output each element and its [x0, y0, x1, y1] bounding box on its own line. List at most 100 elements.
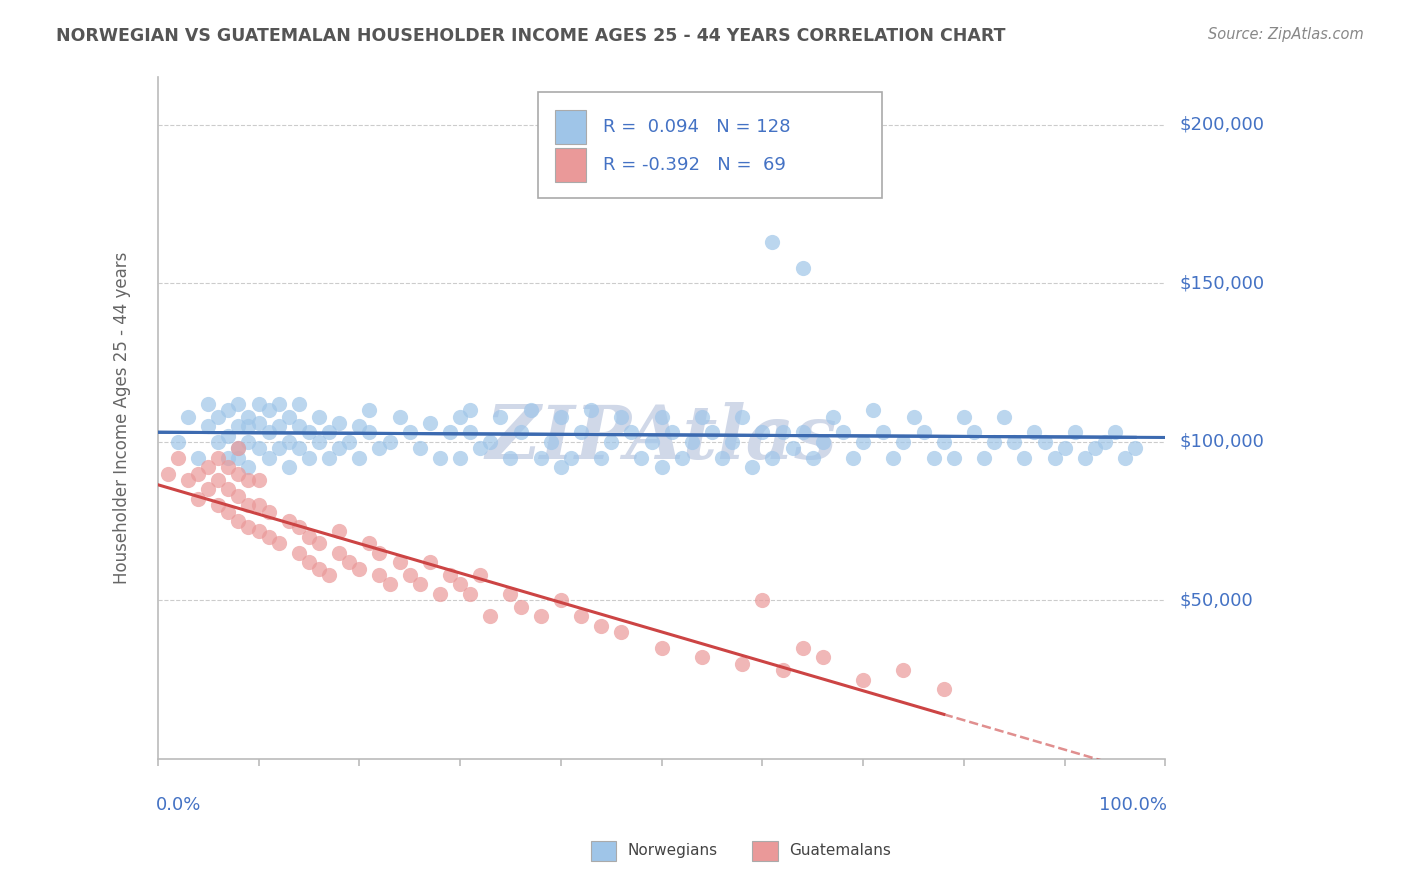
- Text: $50,000: $50,000: [1180, 591, 1253, 609]
- Point: [540, 434, 562, 449]
- Text: Source: ZipAtlas.com: Source: ZipAtlas.com: [1208, 27, 1364, 42]
- Point: [277, 434, 299, 449]
- Point: [267, 441, 290, 455]
- Point: [187, 467, 209, 481]
- Point: [238, 520, 260, 534]
- Point: [470, 568, 492, 582]
- Point: [429, 587, 451, 601]
- Point: [247, 473, 270, 487]
- Point: [429, 450, 451, 465]
- Point: [973, 450, 995, 465]
- Point: [610, 625, 633, 640]
- Point: [197, 397, 219, 411]
- Point: [681, 434, 703, 449]
- Point: [298, 555, 321, 569]
- Point: [862, 403, 884, 417]
- Point: [993, 409, 1015, 424]
- Point: [449, 450, 471, 465]
- Point: [288, 419, 311, 434]
- Point: [640, 434, 662, 449]
- Point: [711, 450, 734, 465]
- Point: [257, 425, 280, 440]
- Point: [600, 434, 623, 449]
- Point: [349, 561, 371, 575]
- Point: [277, 514, 299, 528]
- Point: [550, 460, 572, 475]
- Point: [207, 473, 229, 487]
- Point: [792, 260, 814, 275]
- Point: [1063, 425, 1085, 440]
- Point: [298, 450, 321, 465]
- Point: [761, 235, 783, 250]
- Point: [228, 489, 250, 503]
- Point: [872, 425, 894, 440]
- Point: [942, 450, 965, 465]
- Point: [530, 450, 553, 465]
- Point: [207, 434, 229, 449]
- Point: [388, 409, 411, 424]
- Point: [328, 416, 350, 430]
- Point: [772, 425, 794, 440]
- Point: [398, 425, 420, 440]
- Point: [409, 441, 432, 455]
- Text: Guatemalans: Guatemalans: [789, 844, 890, 858]
- Point: [569, 609, 592, 624]
- Point: [207, 450, 229, 465]
- Point: [398, 568, 420, 582]
- Point: [842, 450, 865, 465]
- Point: [912, 425, 935, 440]
- Text: R = -0.392   N =  69: R = -0.392 N = 69: [603, 156, 786, 174]
- Point: [177, 473, 200, 487]
- Point: [651, 640, 673, 655]
- Point: [560, 450, 582, 465]
- Point: [852, 434, 875, 449]
- Point: [378, 434, 401, 449]
- Point: [359, 536, 381, 550]
- Point: [228, 467, 250, 481]
- Point: [187, 450, 209, 465]
- Point: [651, 460, 673, 475]
- Point: [368, 568, 391, 582]
- Point: [359, 425, 381, 440]
- Point: [550, 593, 572, 607]
- Text: $150,000: $150,000: [1180, 275, 1264, 293]
- Point: [801, 450, 824, 465]
- Point: [569, 425, 592, 440]
- Point: [328, 524, 350, 538]
- Point: [922, 450, 945, 465]
- Point: [499, 587, 522, 601]
- Point: [882, 450, 904, 465]
- Point: [288, 397, 311, 411]
- Point: [731, 657, 754, 671]
- Point: [238, 419, 260, 434]
- Point: [308, 409, 330, 424]
- Point: [1104, 425, 1126, 440]
- Point: [591, 618, 613, 632]
- Point: [267, 419, 290, 434]
- Point: [217, 428, 239, 442]
- Point: [963, 425, 986, 440]
- Point: [207, 409, 229, 424]
- Point: [932, 434, 955, 449]
- Point: [247, 397, 270, 411]
- Point: [579, 403, 602, 417]
- Point: [519, 403, 541, 417]
- Point: [288, 441, 311, 455]
- Point: [700, 425, 723, 440]
- Point: [318, 568, 340, 582]
- Point: [409, 577, 432, 591]
- Point: [893, 434, 915, 449]
- Point: [217, 483, 239, 497]
- Point: [1002, 434, 1025, 449]
- Point: [811, 650, 834, 665]
- Point: [238, 473, 260, 487]
- Point: [903, 409, 925, 424]
- Point: [238, 498, 260, 512]
- Point: [458, 403, 481, 417]
- Point: [439, 425, 461, 440]
- Point: [751, 425, 773, 440]
- Point: [550, 409, 572, 424]
- Point: [238, 409, 260, 424]
- Point: [228, 441, 250, 455]
- Point: [509, 599, 531, 614]
